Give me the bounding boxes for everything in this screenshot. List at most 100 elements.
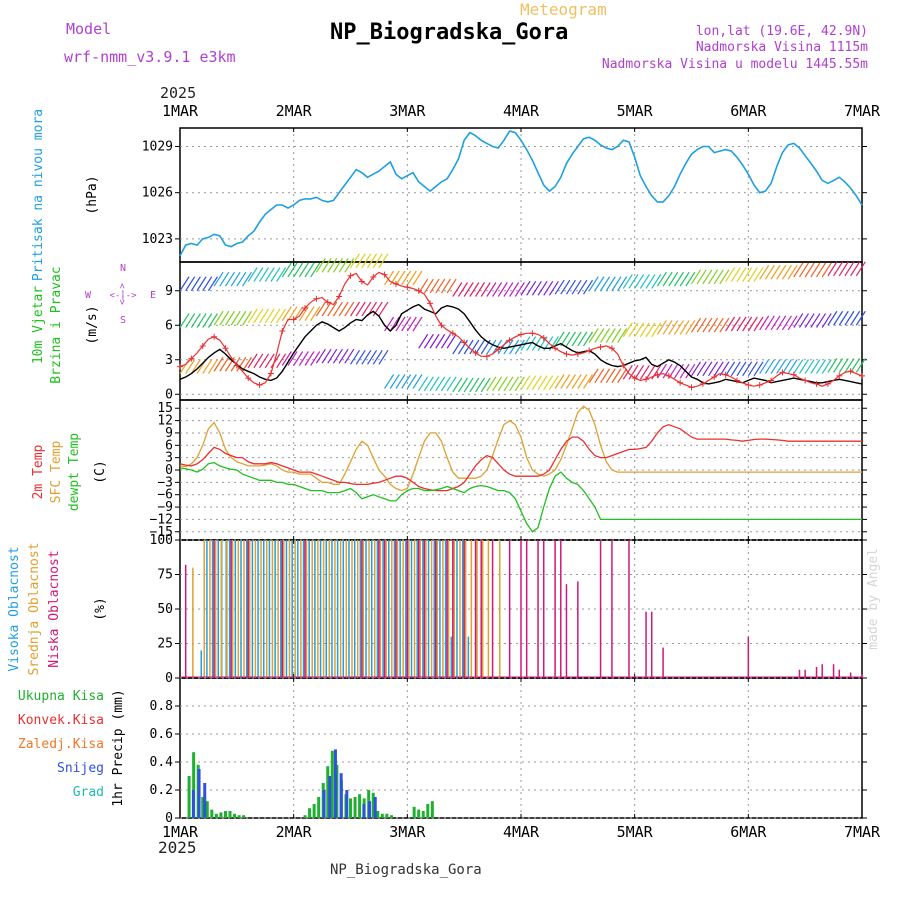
wind-barb — [702, 269, 713, 285]
wind-barb — [668, 271, 679, 287]
wind-barb — [486, 282, 497, 297]
wind-barb — [560, 331, 571, 347]
wind-barb — [662, 271, 673, 287]
wind-barb — [395, 270, 406, 286]
wind-barb — [838, 261, 849, 277]
wind-barb — [673, 271, 684, 287]
wind-barb — [304, 351, 315, 366]
wind-barb — [827, 358, 838, 373]
wind-barb — [304, 306, 315, 321]
wind-barb — [827, 261, 838, 277]
wind-barb — [776, 264, 787, 280]
wind-barb — [656, 320, 667, 335]
x-tick-label-bottom: 5MAR — [617, 823, 654, 841]
wind-barb — [492, 282, 503, 297]
gust-marker — [438, 322, 445, 329]
wind-barb — [685, 363, 696, 379]
y-tick-label-precip: 0.2 — [150, 783, 173, 798]
wind-barb — [685, 320, 696, 335]
wind-barb — [798, 262, 809, 278]
wind-barb — [611, 276, 622, 292]
wind-barb — [600, 328, 611, 343]
wind-barb — [850, 261, 861, 277]
wind-barb — [793, 262, 804, 278]
wind-barb — [719, 269, 730, 285]
gust-marker — [699, 380, 706, 387]
precip-bar-total — [233, 813, 237, 818]
y-tick-label-cloud: 25 — [157, 637, 173, 652]
wind-barb — [497, 339, 508, 355]
wind-barb — [219, 271, 230, 287]
wind-barb — [202, 276, 213, 292]
wind-barb — [622, 274, 633, 289]
wind-barb — [662, 320, 673, 335]
wind-barb — [406, 374, 417, 389]
precip-bar-total — [430, 801, 434, 818]
wind-barb — [742, 267, 753, 282]
wind-barb — [605, 276, 616, 292]
year-top: 2025 — [160, 84, 197, 102]
y-tick-label-temp: 3 — [165, 451, 173, 466]
gust-marker — [631, 375, 638, 382]
precip-bar-total — [242, 815, 246, 818]
gust-marker — [608, 345, 615, 352]
wind-barb — [355, 350, 366, 365]
wind-barb — [418, 333, 429, 349]
precip-legend-1: Konvek.Kisa — [18, 713, 104, 728]
wind-barb — [264, 267, 275, 282]
wind-barb — [259, 353, 270, 369]
wind-barb — [548, 375, 559, 390]
precip-bar-total — [371, 792, 375, 818]
x-tick-label-top: 5MAR — [617, 102, 654, 120]
wind-barb — [577, 374, 588, 389]
wind-barb — [253, 267, 264, 282]
wind-barb — [332, 301, 343, 317]
gust-marker — [495, 346, 502, 353]
wind-barb — [639, 322, 650, 338]
wind-barb — [753, 361, 764, 377]
wind-barb — [287, 306, 298, 321]
wind-barb — [634, 274, 645, 289]
gust-marker — [733, 377, 740, 384]
precip-bar-total — [308, 808, 312, 818]
y-tick-label-wind: 0 — [165, 387, 173, 402]
temp-unit: (C) — [93, 460, 108, 483]
gust-marker — [654, 371, 661, 378]
wind-barb — [361, 350, 372, 365]
gust-marker — [370, 273, 377, 280]
precip-bar-total — [214, 813, 218, 818]
wind-barb — [850, 358, 861, 373]
wind-barb — [753, 267, 764, 282]
gust-marker — [813, 380, 820, 387]
wind-barb — [310, 351, 321, 366]
precip-bar-total — [205, 801, 209, 818]
wind-barb — [821, 262, 832, 278]
y-tick-label-temp: −3 — [157, 475, 173, 490]
wind-barb — [395, 316, 406, 332]
wind-barb — [242, 271, 253, 287]
precip-bar-snow — [362, 804, 366, 818]
y-tick-label-temp: 0 — [165, 463, 173, 478]
y-tick-label-temp: −12 — [150, 512, 173, 527]
wind-barb — [759, 264, 770, 280]
wind-barb — [179, 276, 190, 292]
wind-barb — [457, 282, 468, 297]
wind-barb — [378, 253, 389, 269]
wind-barb — [656, 271, 667, 287]
gust-marker — [824, 380, 831, 387]
wind-barb — [787, 359, 798, 374]
precip-bar-snow — [368, 801, 372, 818]
footer-station: NP_Biogradska_Gora — [330, 862, 482, 878]
wind-barb — [565, 331, 576, 347]
pressure-title: Pritisak na nivou mora — [31, 109, 46, 281]
compass-w: W — [85, 290, 92, 301]
y-tick-label-cloud: 100 — [150, 533, 173, 548]
sfc-temp-title: SFC Temp — [49, 441, 64, 504]
wind-barb — [384, 316, 395, 332]
wind-barb — [389, 374, 400, 389]
x-tick-label-top: 2MAR — [276, 102, 313, 120]
wind-barb — [315, 258, 326, 273]
wind-barb — [276, 353, 287, 369]
wind-barb — [213, 310, 224, 326]
wind-barb — [401, 316, 412, 332]
